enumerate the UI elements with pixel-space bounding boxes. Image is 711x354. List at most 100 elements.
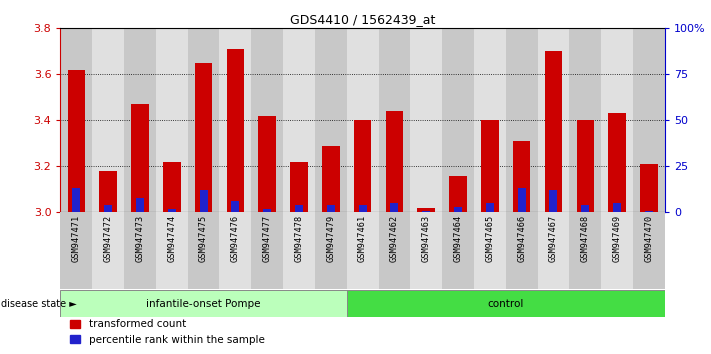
Text: disease state ►: disease state ► — [1, 298, 77, 309]
Bar — [506, 212, 538, 289]
Bar — [105, 205, 112, 212]
Bar — [442, 212, 474, 289]
Text: GSM947479: GSM947479 — [326, 215, 336, 262]
Bar — [538, 212, 570, 289]
Bar — [60, 212, 92, 289]
Bar — [602, 28, 633, 212]
Bar — [474, 212, 506, 289]
Bar — [124, 212, 156, 289]
Bar — [385, 111, 403, 212]
Text: control: control — [488, 298, 524, 309]
Text: GSM947472: GSM947472 — [104, 215, 112, 262]
Bar — [322, 145, 340, 212]
Bar — [231, 201, 240, 212]
Bar — [251, 28, 283, 212]
Bar — [613, 203, 621, 212]
Text: GSM947466: GSM947466 — [517, 215, 526, 262]
Text: GSM947473: GSM947473 — [136, 215, 144, 262]
Bar — [422, 211, 430, 212]
Bar — [577, 120, 594, 212]
Bar — [486, 203, 494, 212]
Bar — [378, 212, 410, 289]
Bar — [481, 120, 498, 212]
Bar — [327, 205, 335, 212]
Bar — [132, 104, 149, 212]
Bar — [513, 141, 530, 212]
Text: GSM947470: GSM947470 — [644, 215, 653, 262]
Bar — [315, 212, 347, 289]
Bar — [227, 49, 244, 212]
Bar — [354, 120, 371, 212]
Bar — [200, 190, 208, 212]
Text: GSM947469: GSM947469 — [613, 215, 621, 262]
Bar — [518, 188, 525, 212]
Bar — [410, 28, 442, 212]
Bar — [283, 28, 315, 212]
Bar — [410, 212, 442, 289]
Bar — [188, 212, 220, 289]
Text: GSM947478: GSM947478 — [294, 215, 304, 262]
Text: GSM947468: GSM947468 — [581, 215, 589, 262]
Bar — [220, 212, 251, 289]
Bar — [609, 113, 626, 212]
Text: GSM947471: GSM947471 — [72, 215, 81, 262]
Bar — [347, 28, 378, 212]
Bar — [390, 203, 398, 212]
Bar — [358, 205, 367, 212]
Bar — [136, 198, 144, 212]
Bar — [220, 28, 251, 212]
Bar — [100, 171, 117, 212]
Legend: transformed count, percentile rank within the sample: transformed count, percentile rank withi… — [65, 315, 269, 349]
Text: GSM947475: GSM947475 — [199, 215, 208, 262]
Text: GSM947467: GSM947467 — [549, 215, 558, 262]
Bar — [124, 28, 156, 212]
Bar — [645, 211, 653, 212]
Bar — [442, 28, 474, 212]
Bar — [60, 28, 92, 212]
Bar — [506, 28, 538, 212]
Text: GSM947464: GSM947464 — [454, 215, 463, 262]
Bar — [602, 212, 633, 289]
Text: GSM947477: GSM947477 — [262, 215, 272, 262]
Bar — [92, 212, 124, 289]
Bar — [295, 205, 303, 212]
Bar — [156, 212, 188, 289]
Bar — [454, 207, 462, 212]
Bar — [633, 212, 665, 289]
Text: infantile-onset Pompe: infantile-onset Pompe — [146, 298, 261, 309]
Bar — [315, 28, 347, 212]
Bar — [347, 212, 378, 289]
Bar — [188, 28, 220, 212]
Text: GSM947461: GSM947461 — [358, 215, 367, 262]
Text: GSM947463: GSM947463 — [422, 215, 431, 262]
Bar — [347, 290, 665, 317]
Text: GSM947465: GSM947465 — [486, 215, 494, 262]
Text: GSM947476: GSM947476 — [231, 215, 240, 262]
Bar — [633, 28, 665, 212]
Text: GSM947474: GSM947474 — [167, 215, 176, 262]
Bar — [163, 162, 181, 212]
Bar — [417, 208, 435, 212]
Bar — [582, 205, 589, 212]
Bar — [474, 28, 506, 212]
Bar — [538, 28, 570, 212]
Bar — [251, 212, 283, 289]
Bar — [92, 28, 124, 212]
Bar — [283, 212, 315, 289]
Bar — [168, 209, 176, 212]
Bar — [640, 164, 658, 212]
Bar — [73, 188, 80, 212]
Title: GDS4410 / 1562439_at: GDS4410 / 1562439_at — [290, 13, 435, 26]
Bar — [290, 162, 308, 212]
Bar — [258, 116, 276, 212]
Bar — [378, 28, 410, 212]
Text: GSM947462: GSM947462 — [390, 215, 399, 262]
Bar — [550, 190, 557, 212]
Bar — [570, 28, 602, 212]
Bar — [68, 70, 85, 212]
Bar — [263, 209, 271, 212]
Bar — [449, 176, 467, 212]
Bar — [545, 51, 562, 212]
Bar — [156, 28, 188, 212]
Bar — [60, 290, 347, 317]
